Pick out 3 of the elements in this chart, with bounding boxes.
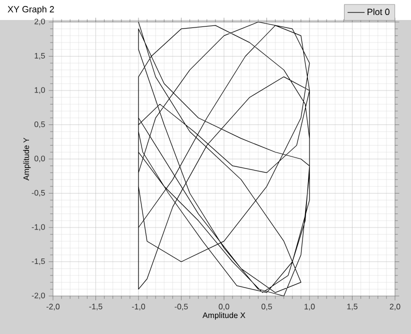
line-series [138,22,310,296]
legend-label: Plot 0 [368,8,390,16]
chart-title: XY Graph 2 [8,6,54,14]
